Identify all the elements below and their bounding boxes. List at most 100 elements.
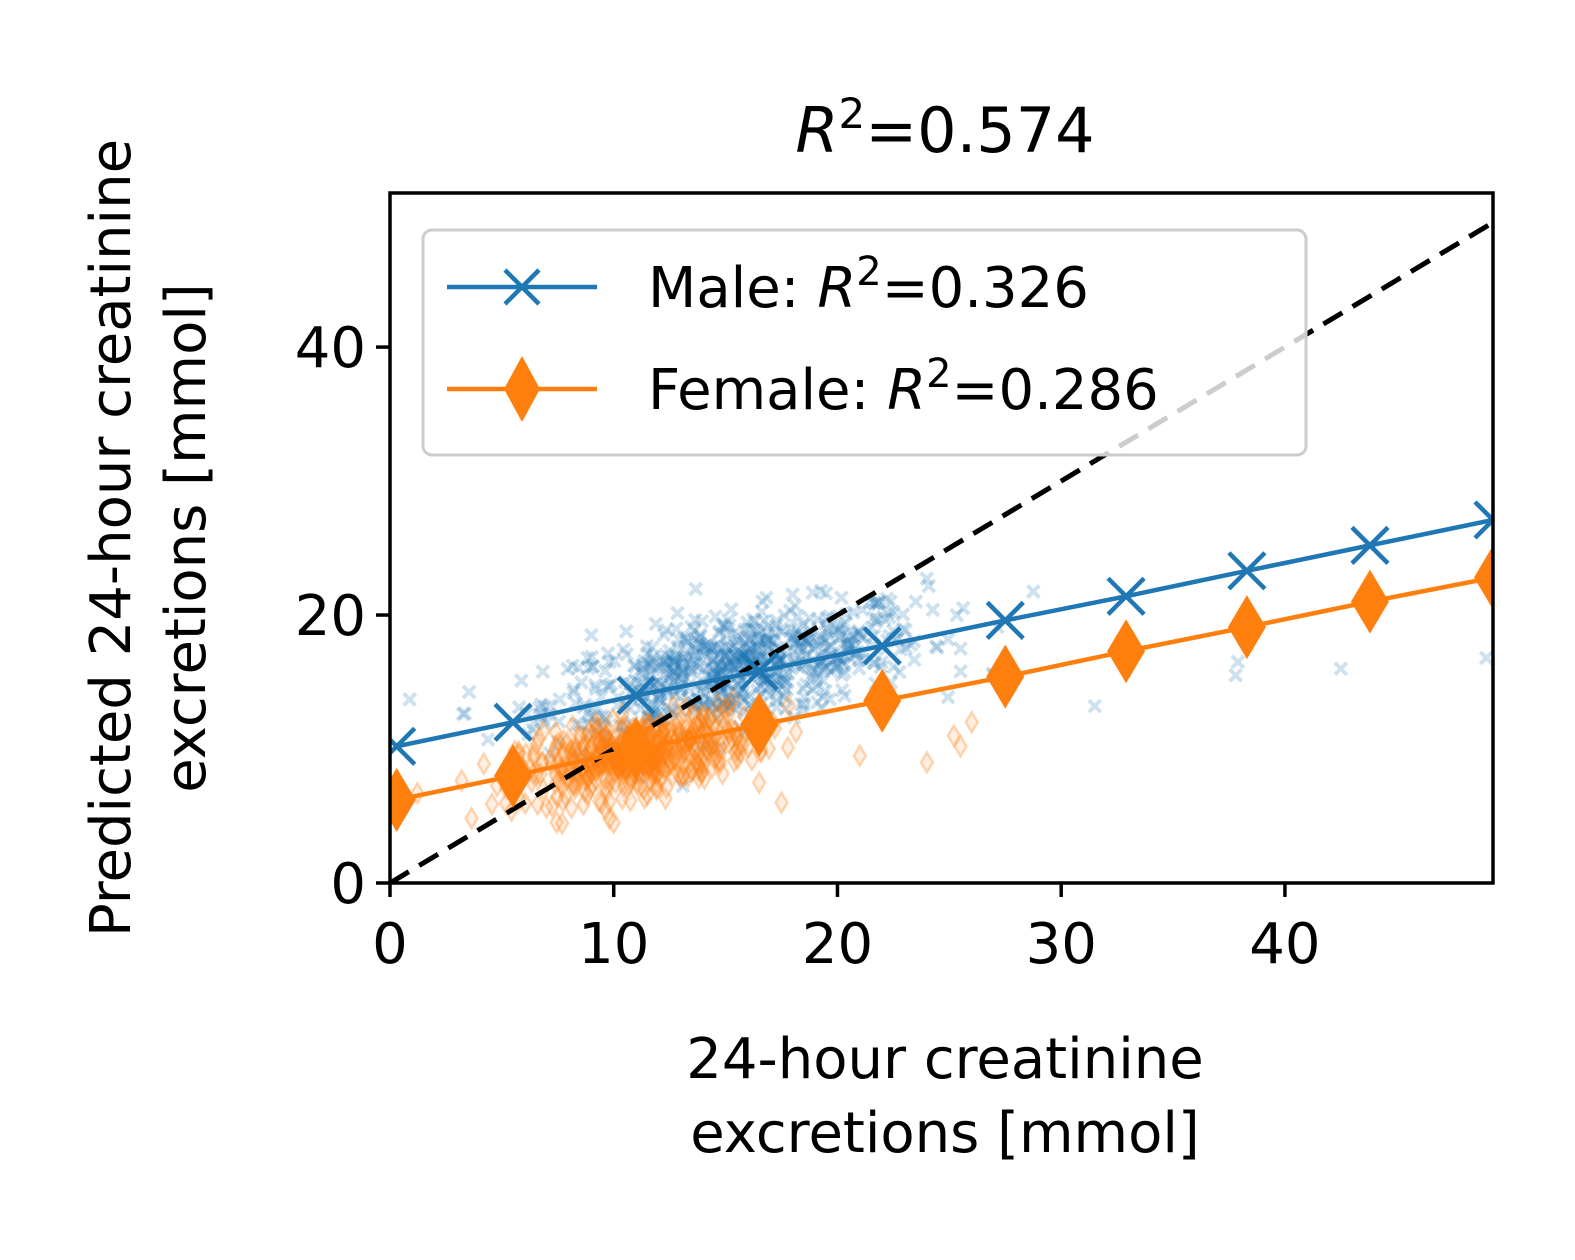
female-point <box>575 792 591 817</box>
female-point <box>563 795 579 821</box>
female-point <box>615 768 631 794</box>
male-point <box>711 623 727 639</box>
male-point <box>729 633 745 649</box>
male-point <box>805 665 821 680</box>
male-point <box>704 653 720 668</box>
female-point <box>733 739 749 765</box>
male-point <box>749 682 765 698</box>
female-point <box>616 712 632 738</box>
male-point <box>854 602 870 618</box>
male-point <box>725 646 741 662</box>
female-point <box>675 735 691 761</box>
male-point <box>840 635 855 651</box>
male-point <box>704 705 720 721</box>
female-point <box>530 791 546 817</box>
male-point <box>715 660 731 675</box>
male-point <box>787 635 802 651</box>
male-point <box>827 660 843 676</box>
male-point <box>717 649 733 665</box>
female-point <box>721 730 737 756</box>
female-point <box>649 776 665 802</box>
male-point <box>600 645 616 661</box>
female-point <box>664 726 680 752</box>
male-point <box>601 654 617 670</box>
male-point <box>672 689 688 705</box>
male-point <box>837 664 853 680</box>
male-point <box>711 647 727 663</box>
female-point <box>614 717 630 743</box>
male-point <box>637 666 653 682</box>
female-point <box>484 791 500 817</box>
male-fit-marker <box>1350 525 1390 565</box>
y-axis: 0 20 40 <box>295 316 390 917</box>
male-point <box>659 656 675 672</box>
plot-frame <box>388 191 1495 885</box>
male-point <box>761 632 777 648</box>
x-axis: 0 10 20 30 40 <box>372 883 1321 977</box>
male-point <box>759 636 775 652</box>
male-point <box>656 653 672 669</box>
male-point <box>871 595 887 610</box>
female-point <box>964 709 980 735</box>
male-point <box>626 657 642 673</box>
male-point <box>673 655 689 670</box>
male-point <box>651 691 667 707</box>
female-point <box>559 730 575 756</box>
male-point <box>837 657 852 673</box>
male-point <box>778 701 794 717</box>
female-point <box>614 715 630 741</box>
female-point <box>584 772 600 797</box>
female-point <box>721 693 737 718</box>
female-point <box>659 743 675 769</box>
female-point <box>567 775 583 801</box>
female-point <box>522 756 538 782</box>
female-point <box>601 789 617 815</box>
female-point <box>650 745 666 771</box>
female-point <box>646 760 662 786</box>
legend-female-label: Female: R2=0.286 <box>648 351 1159 423</box>
male-point <box>710 710 725 726</box>
female-point <box>676 763 692 789</box>
male-point <box>883 594 898 609</box>
male-point <box>676 650 692 666</box>
male-point <box>741 688 756 704</box>
female-point <box>695 741 711 767</box>
male-point <box>570 660 586 676</box>
male-point <box>513 673 529 689</box>
male-point <box>658 647 674 663</box>
male-point <box>716 617 732 633</box>
male-point <box>736 635 752 651</box>
male-point <box>695 647 711 663</box>
male-fit-marker <box>493 702 533 742</box>
male-point <box>813 583 829 599</box>
male-point <box>813 632 829 648</box>
male-point <box>692 627 708 643</box>
x-tick-label: 40 <box>1249 912 1320 977</box>
male-point <box>720 612 736 628</box>
male-point <box>667 657 683 673</box>
male-point <box>594 708 609 724</box>
female-point <box>552 768 568 794</box>
male-point <box>677 643 693 659</box>
male-point <box>809 678 825 694</box>
female-point <box>728 739 744 765</box>
male-point <box>919 571 935 587</box>
female-point <box>665 693 681 719</box>
male-point <box>777 608 792 623</box>
male-point <box>844 629 860 645</box>
male-point <box>726 657 742 673</box>
female-point <box>576 733 592 759</box>
male-point <box>752 679 768 694</box>
female-fit-marker <box>494 743 533 808</box>
female-point <box>577 778 593 804</box>
male-point <box>698 637 714 653</box>
female-point <box>547 761 563 787</box>
female-point <box>584 722 600 747</box>
female-point <box>695 701 711 727</box>
male-point <box>692 738 708 754</box>
female-point <box>535 719 551 744</box>
male-point <box>785 644 801 659</box>
male-point <box>664 653 680 669</box>
female-point <box>640 759 656 785</box>
